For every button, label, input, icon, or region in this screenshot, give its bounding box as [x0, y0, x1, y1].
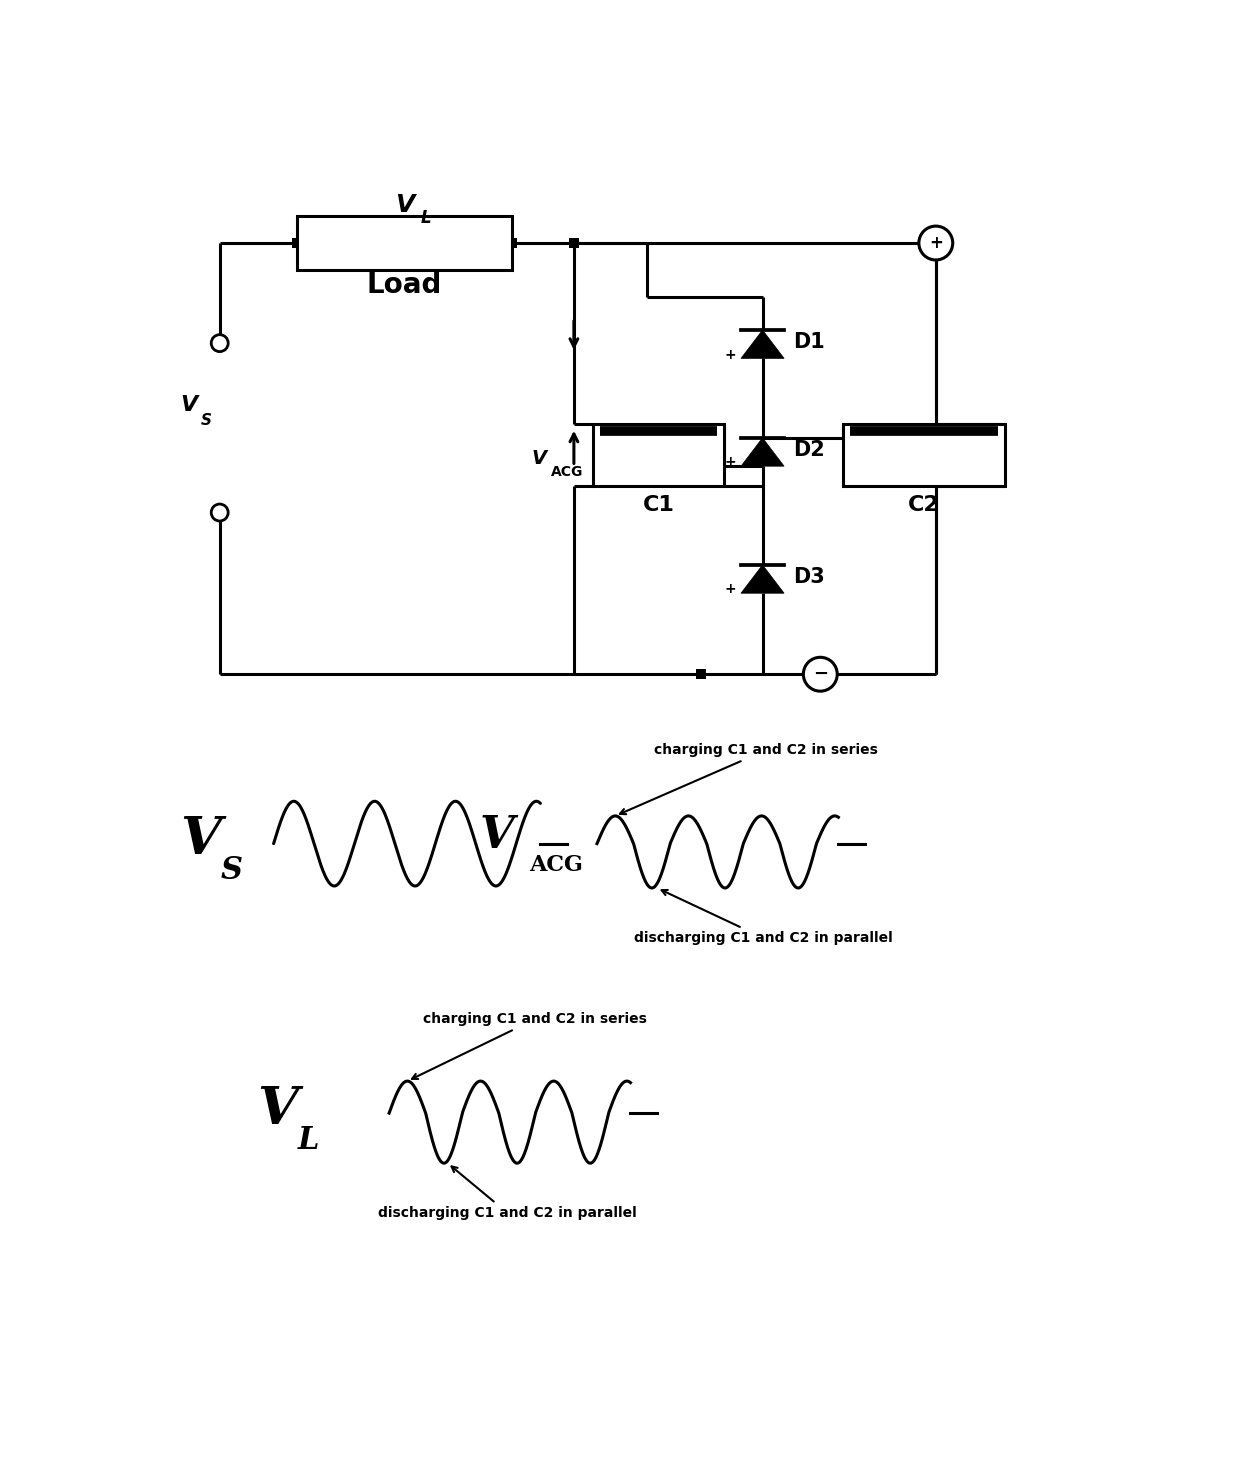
Circle shape — [804, 657, 837, 691]
Text: V: V — [180, 395, 197, 415]
Text: S: S — [201, 412, 212, 427]
Bar — [507, 238, 517, 248]
Circle shape — [211, 505, 228, 521]
Circle shape — [919, 226, 952, 260]
Text: −: − — [812, 665, 828, 684]
Bar — [291, 238, 301, 248]
Polygon shape — [742, 330, 784, 358]
Text: +: + — [929, 235, 942, 252]
Text: L: L — [420, 210, 432, 227]
Text: +: + — [724, 582, 737, 597]
Text: D1: D1 — [794, 333, 825, 352]
Bar — [843, 424, 1006, 486]
Polygon shape — [742, 565, 784, 593]
Text: D3: D3 — [794, 568, 825, 587]
Text: charging C1 and C2 in series: charging C1 and C2 in series — [412, 1012, 647, 1078]
Text: L: L — [298, 1125, 319, 1156]
Text: ACG: ACG — [529, 854, 583, 876]
Text: Load: Load — [367, 271, 443, 299]
Text: C2: C2 — [909, 494, 940, 515]
Circle shape — [211, 334, 228, 352]
Text: charging C1 and C2 in series: charging C1 and C2 in series — [620, 744, 878, 814]
Text: V: V — [394, 192, 414, 217]
Text: V: V — [257, 1084, 298, 1135]
Text: C1: C1 — [642, 494, 675, 515]
Text: ACG: ACG — [551, 465, 583, 480]
Text: +: + — [724, 348, 737, 361]
Polygon shape — [742, 437, 784, 467]
Bar — [296, 216, 512, 270]
Text: discharging C1 and C2 in parallel: discharging C1 and C2 in parallel — [634, 890, 893, 945]
Bar — [569, 238, 579, 248]
Text: D2: D2 — [794, 440, 825, 461]
Text: S: S — [221, 855, 242, 886]
Text: V: V — [180, 814, 221, 866]
Bar — [696, 669, 706, 679]
Text: discharging C1 and C2 in parallel: discharging C1 and C2 in parallel — [378, 1166, 637, 1221]
Text: V: V — [480, 814, 515, 857]
Bar — [593, 424, 724, 486]
Text: V: V — [532, 449, 547, 468]
Text: +: + — [724, 455, 737, 469]
